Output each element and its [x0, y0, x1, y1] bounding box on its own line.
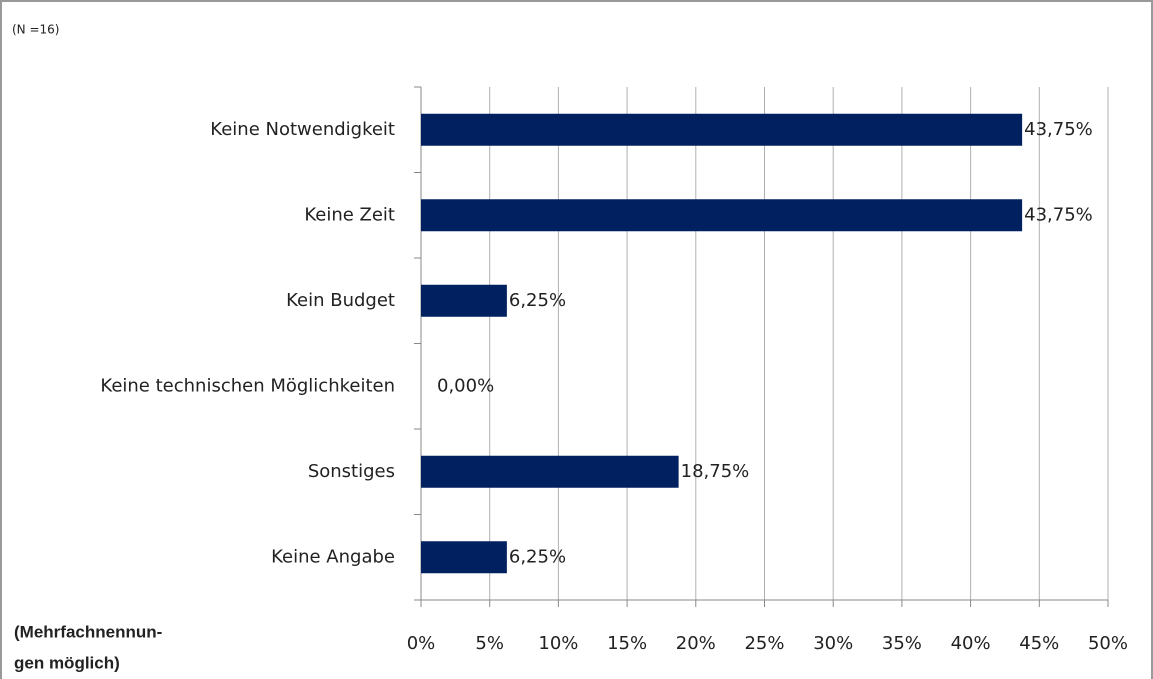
x-tick-label: 45% [1019, 633, 1059, 654]
y-tick-label: Keine Angabe [271, 546, 395, 567]
x-tick-label: 40% [951, 633, 991, 654]
value-label: 18,75% [681, 461, 750, 482]
x-tick-label: 25% [744, 633, 784, 654]
value-label: 0,00% [437, 375, 494, 396]
x-tick-label: 5% [475, 633, 504, 654]
note: (N =16) [12, 23, 59, 37]
y-tick-label: Kein Budget [286, 290, 395, 311]
bar [421, 455, 679, 488]
x-tick-label: 30% [813, 633, 853, 654]
x-tick-label: 35% [882, 633, 922, 654]
bar [421, 541, 507, 574]
x-tick-label: 10% [538, 633, 578, 654]
value-label: 43,75% [1024, 204, 1093, 225]
y-tick-label: Keine technischen Möglichkeiten [100, 375, 395, 396]
x-tick-label: 20% [676, 633, 716, 654]
value-label: 6,25% [509, 290, 566, 311]
footnote: (Mehrfachnennun- [14, 622, 162, 641]
y-tick-label: Keine Zeit [304, 204, 395, 225]
footnote: gen möglich) [14, 653, 120, 672]
y-tick-label: Sonstiges [308, 461, 395, 482]
bar [421, 113, 1023, 146]
value-label: 6,25% [509, 546, 566, 567]
x-tick-label: 50% [1088, 633, 1128, 654]
x-tick-label: 15% [607, 633, 647, 654]
bar [421, 284, 507, 317]
y-tick-label: Keine Notwendigkeit [210, 119, 395, 140]
x-tick-label: 0% [407, 633, 436, 654]
value-label: 43,75% [1024, 119, 1093, 140]
bar [421, 199, 1023, 232]
